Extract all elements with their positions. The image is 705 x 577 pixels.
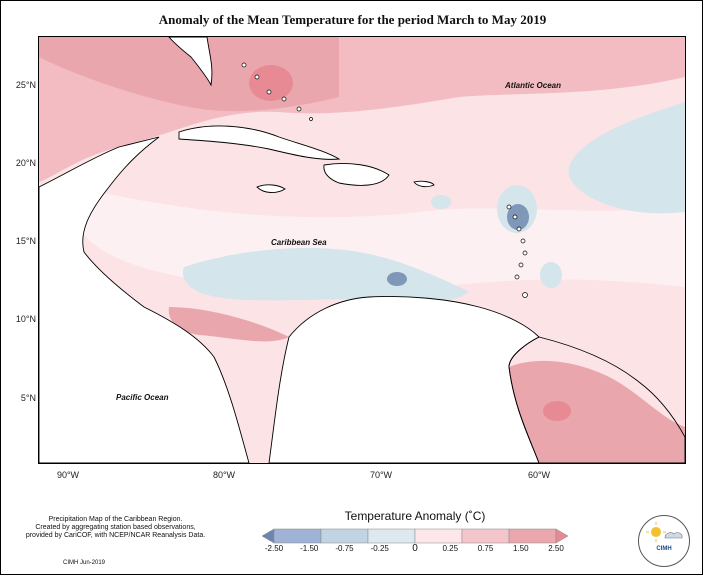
lat-tick-15n: 15°N (15, 236, 36, 246)
logo-sun-cloud-icon (646, 522, 683, 542)
land-guianas (508, 336, 685, 463)
anomaly-caribbean-cool (182, 247, 469, 304)
logo-text: CIMH (656, 546, 672, 552)
land-central-america (39, 136, 250, 463)
legend-tick-label: 0.25 (442, 544, 459, 553)
legend-swatch-3 (367, 528, 416, 544)
bahamas-islands (241, 62, 313, 121)
legend-tick-label: -0.25 (370, 544, 389, 553)
anomaly-antilles-strong (507, 204, 529, 230)
map-canvas (39, 37, 685, 463)
credit-date: CIMH Jun-2019 (63, 560, 106, 566)
anomaly-cool-spot-east (540, 262, 562, 288)
label-pacific-ocean: Pacific Ocean (116, 393, 169, 402)
legend-swatch-5 (461, 528, 510, 544)
credit-line-3: provided by CariCOF, with NCEP/NCAR Rean… (25, 532, 206, 539)
lon-tick-60w: 60°W (527, 470, 551, 480)
legend-tick-label: -2.50 (264, 544, 284, 553)
legend-title: Temperature Anomaly (˚C) (344, 509, 486, 523)
lat-tick-20n: 20°N (15, 158, 36, 168)
anomaly-atlantic-cool (568, 102, 685, 214)
legend-swatch-4 (414, 528, 463, 544)
lon-tick-90w: 90°W (56, 470, 80, 480)
legend-swatch-6 (508, 528, 557, 544)
anomaly-guianas-warm (509, 360, 685, 463)
land-florida (168, 37, 213, 87)
lat-tick-10n: 10°N (15, 314, 36, 324)
legend-tick-label: 1.50 (512, 544, 529, 553)
anomaly-map (38, 36, 686, 464)
label-caribbean-sea: Caribbean Sea (271, 238, 327, 247)
lon-tick-80w: 80°W (212, 470, 236, 480)
map-title: Anomaly of the Mean Temperature for the … (158, 12, 547, 27)
legend-tick-label: 0 (412, 543, 418, 554)
legend-tick-label: -1.50 (300, 544, 319, 553)
land-jamaica (256, 184, 286, 193)
legend-swatch-2 (320, 528, 369, 544)
landmasses (39, 37, 685, 463)
anomaly-panama-warm (168, 307, 289, 342)
legend-swatch-1 (273, 528, 322, 544)
lat-tick-5n: 5°N (20, 393, 36, 403)
label-atlantic-ocean: Atlantic Ocean (505, 81, 562, 90)
legend-swatches (261, 528, 569, 544)
legend-swatch-7 (555, 528, 569, 544)
land-cuba (178, 125, 341, 160)
legend-svg (261, 528, 569, 544)
land-puerto-rico (413, 180, 435, 188)
land-hispaniola (323, 163, 390, 186)
anomaly-bahamas-hotspot (249, 65, 293, 101)
legend-tick-label: 0.75 (477, 544, 494, 553)
lesser-antilles (506, 204, 528, 298)
anomaly-cool-spot-north (431, 195, 451, 209)
legend-tick-label: -0.75 (335, 544, 354, 553)
credits-block: Precipitation Map of the Caribbean Regio… (18, 516, 213, 540)
lat-tick-25n: 25°N (15, 80, 36, 90)
legend-swatch-0 (261, 528, 275, 544)
anomaly-cool-spot-west (387, 272, 407, 286)
anomaly-guianas-hotspot (543, 401, 571, 421)
legend-tick-label: 2.50 (548, 544, 564, 553)
land-south-america (268, 296, 540, 463)
credit-line-1: Precipitation Map of the Caribbean Regio… (48, 516, 183, 523)
lon-tick-70w: 70°W (369, 470, 393, 480)
legend-colorbar (261, 528, 569, 549)
credit-line-2: Created by aggregating station based obs… (35, 524, 196, 531)
cimh-logo: CIMH (638, 515, 690, 567)
